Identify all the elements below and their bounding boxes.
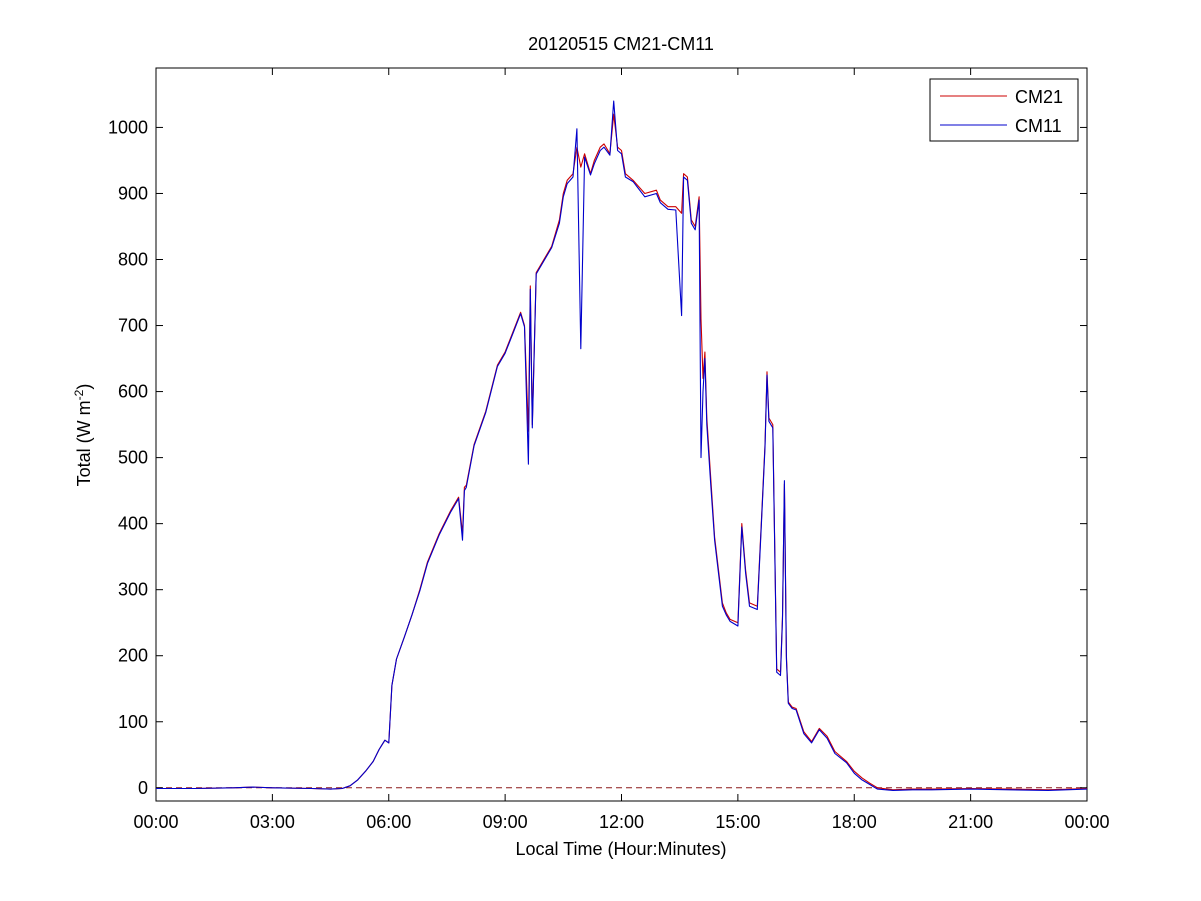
y-tick-label: 400 [118, 514, 148, 534]
x-tick-label: 09:00 [483, 812, 528, 832]
y-tick-label: 1000 [108, 117, 148, 137]
legend-box [929, 78, 1079, 142]
series-lines [156, 100, 1088, 791]
x-tick-label: 03:00 [250, 812, 295, 832]
x-tick-label: 21:00 [948, 812, 993, 832]
y-tick-label: 500 [118, 448, 148, 468]
legend: CM21 CM11 [929, 78, 1079, 142]
y-tick-label: 0 [138, 778, 148, 798]
y-tick-label: 900 [118, 183, 148, 203]
chart-title: 20120515 CM21-CM11 [528, 34, 714, 54]
y-axis-label-close: ) [74, 384, 94, 390]
plot-area [155, 67, 1088, 802]
y-tick-label: 800 [118, 250, 148, 270]
x-tick-label: 00:00 [1064, 812, 1109, 832]
series-line-cm11 [156, 100, 1088, 791]
x-tick-label: 06:00 [366, 812, 411, 832]
x-tick-label: 15:00 [715, 812, 760, 832]
y-tick-label: 100 [118, 712, 148, 732]
x-tick-label: 00:00 [133, 812, 178, 832]
y-axis-label: Total (W m-2) [72, 384, 94, 487]
x-tick-label: 12:00 [599, 812, 644, 832]
y-tick-label: 200 [118, 646, 148, 666]
x-tick-label: 18:00 [832, 812, 877, 832]
y-tick-label: 300 [118, 580, 148, 600]
y-axis-label-main: Total (W m [74, 400, 94, 486]
x-axis-label: Local Time (Hour:Minutes) [515, 839, 726, 859]
legend-label-cm11: CM11 [1015, 116, 1062, 136]
y-tick-label: 700 [118, 316, 148, 336]
y-tick-label: 600 [118, 382, 148, 402]
y-axis-label-superscript: -2 [72, 389, 86, 400]
legend-label-cm21: CM21 [1015, 87, 1063, 107]
axis-ticks: 00:00 03:00 06:00 09:00 12:00 15:00 18:00 21:00… [108, 68, 1110, 832]
